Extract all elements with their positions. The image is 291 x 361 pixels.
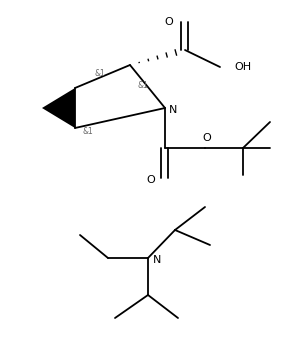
Text: OH: OH [234,62,251,72]
Text: &1: &1 [95,69,106,78]
Text: O: O [146,175,155,185]
Text: &1: &1 [137,81,148,90]
Text: O: O [164,17,173,27]
Text: N: N [169,105,178,115]
Polygon shape [42,88,75,128]
Text: N: N [153,255,162,265]
Text: O: O [203,133,211,143]
Text: &1: &1 [83,127,94,136]
